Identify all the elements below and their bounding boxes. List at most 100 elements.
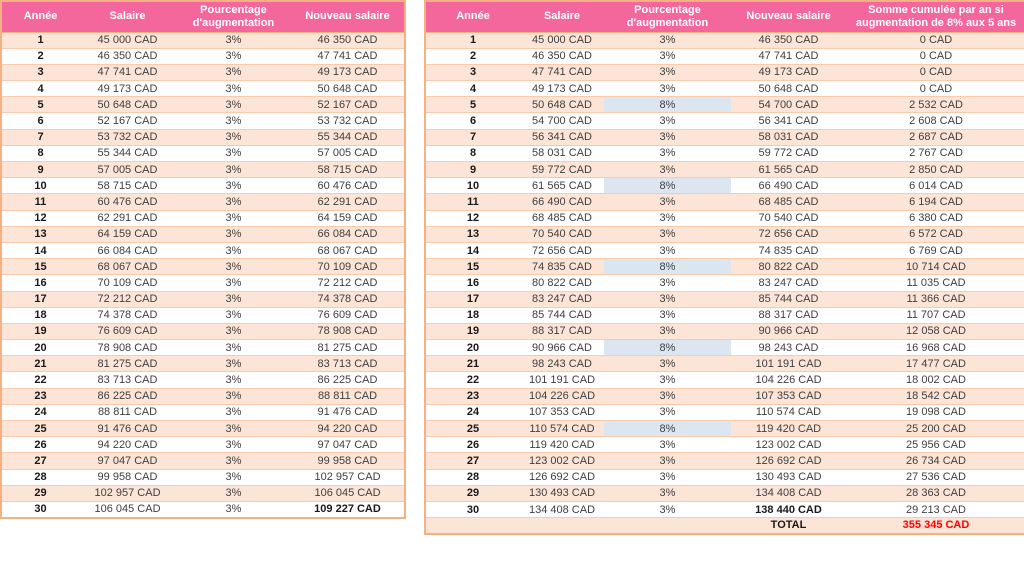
cell-salaire[interactable]: 49 173 CAD — [79, 80, 176, 97]
cell-annee[interactable]: 15 — [425, 258, 520, 275]
cell-salaire[interactable]: 102 957 CAD — [79, 484, 176, 502]
cell-pourcentage[interactable]: 3% — [604, 387, 731, 405]
cell-salaire[interactable]: 59 772 CAD — [520, 160, 604, 178]
cell-nouveau-salaire[interactable]: 81 275 CAD — [291, 339, 405, 356]
cell-nouveau-salaire[interactable]: 97 047 CAD — [291, 436, 405, 453]
cell-somme-cumulee[interactable]: 25 956 CAD — [846, 436, 1024, 453]
cell-annee[interactable]: 2 — [1, 47, 79, 65]
cell-salaire[interactable]: 123 002 CAD — [520, 452, 604, 470]
cell-pourcentage[interactable]: 3% — [604, 241, 731, 259]
cell-annee[interactable]: 8 — [1, 144, 79, 162]
cell-pourcentage[interactable]: 3% — [176, 355, 291, 372]
cell-salaire[interactable]: 50 648 CAD — [520, 96, 604, 113]
cell-nouveau-salaire[interactable]: 72 212 CAD — [291, 274, 405, 291]
cell-annee[interactable]: 12 — [1, 209, 79, 227]
cell-nouveau-salaire[interactable]: 49 173 CAD — [731, 63, 846, 81]
cell-somme-cumulee[interactable]: 6 572 CAD — [846, 225, 1024, 243]
cell-pourcentage[interactable]: 3% — [176, 80, 291, 97]
cell-salaire[interactable]: 45 000 CAD — [79, 32, 176, 49]
cell-annee[interactable]: 13 — [425, 225, 520, 243]
cell-nouveau-salaire[interactable]: 134 408 CAD — [731, 484, 846, 502]
cell-somme-cumulee[interactable]: 6 380 CAD — [846, 209, 1024, 227]
cell-annee[interactable]: 16 — [425, 274, 520, 291]
cell-pourcentage[interactable]: 3% — [604, 160, 731, 178]
cell-annee[interactable]: 25 — [1, 419, 79, 437]
cell-salaire[interactable]: 126 692 CAD — [520, 468, 604, 486]
cell-nouveau-salaire[interactable]: 86 225 CAD — [291, 371, 405, 389]
cell-pourcentage[interactable]: 3% — [604, 209, 731, 227]
cell-pourcentage[interactable]: 8% — [604, 419, 731, 437]
cell-annee[interactable]: 18 — [1, 306, 79, 324]
cell-pourcentage[interactable]: 3% — [176, 241, 291, 259]
cell-nouveau-salaire[interactable]: 74 835 CAD — [731, 241, 846, 259]
cell-nouveau-salaire[interactable]: 107 353 CAD — [731, 387, 846, 405]
cell-salaire[interactable]: 101 191 CAD — [520, 371, 604, 389]
cell-nouveau-salaire[interactable]: 59 772 CAD — [731, 144, 846, 162]
cell-salaire[interactable]: 94 220 CAD — [79, 436, 176, 453]
cell-pourcentage[interactable]: 3% — [176, 452, 291, 470]
cell-salaire[interactable]: 66 490 CAD — [520, 193, 604, 211]
cell-pourcentage[interactable]: 3% — [604, 403, 731, 421]
cell-somme-cumulee[interactable]: 0 CAD — [846, 63, 1024, 81]
cell-somme-cumulee[interactable]: 2 687 CAD — [846, 128, 1024, 146]
cell-annee[interactable]: 3 — [1, 63, 79, 81]
cell-salaire[interactable]: 98 243 CAD — [520, 355, 604, 372]
cell-annee[interactable]: 20 — [425, 339, 520, 356]
cell-salaire[interactable]: 88 811 CAD — [79, 403, 176, 421]
cell-pourcentage[interactable]: 3% — [176, 177, 291, 194]
cell-nouveau-salaire[interactable]: 130 493 CAD — [731, 468, 846, 486]
cell-annee[interactable]: 16 — [1, 274, 79, 291]
cell-pourcentage[interactable]: 3% — [176, 47, 291, 65]
cell-salaire[interactable]: 64 159 CAD — [79, 225, 176, 243]
cell-annee[interactable]: 26 — [1, 436, 79, 453]
cell-annee[interactable]: 29 — [1, 484, 79, 502]
cell-pourcentage[interactable]: 3% — [176, 112, 291, 130]
cell-salaire[interactable]: 74 378 CAD — [79, 306, 176, 324]
cell-annee[interactable]: 14 — [425, 241, 520, 259]
cell-salaire[interactable]: 52 167 CAD — [79, 112, 176, 130]
cell-pourcentage[interactable]: 3% — [604, 290, 731, 308]
cell-annee[interactable]: 4 — [425, 80, 520, 97]
cell-salaire[interactable]: 81 275 CAD — [79, 355, 176, 372]
cell-annee[interactable]: 26 — [425, 436, 520, 453]
cell-salaire[interactable]: 99 958 CAD — [79, 468, 176, 486]
cell-salaire[interactable]: 58 031 CAD — [520, 144, 604, 162]
cell-somme-cumulee[interactable]: 16 968 CAD — [846, 339, 1024, 356]
cell-pourcentage[interactable]: 3% — [604, 452, 731, 470]
cell-salaire[interactable]: 47 741 CAD — [79, 63, 176, 81]
cell-salaire[interactable]: 68 485 CAD — [520, 209, 604, 227]
cell-nouveau-salaire[interactable]: 47 741 CAD — [731, 47, 846, 65]
cell-salaire[interactable]: 47 741 CAD — [520, 63, 604, 81]
cell-nouveau-salaire[interactable]: 64 159 CAD — [291, 209, 405, 227]
cell-pourcentage[interactable]: 3% — [604, 322, 731, 340]
cell-nouveau-salaire[interactable]: 106 045 CAD — [291, 484, 405, 502]
cell-salaire[interactable]: 70 540 CAD — [520, 225, 604, 243]
cell-annee[interactable]: 11 — [1, 193, 79, 211]
cell-pourcentage[interactable]: 3% — [604, 355, 731, 372]
cell-nouveau-salaire[interactable]: 102 957 CAD — [291, 468, 405, 486]
cell-annee[interactable]: 29 — [425, 484, 520, 502]
cell-somme-cumulee[interactable]: 2 532 CAD — [846, 96, 1024, 113]
cell-salaire[interactable]: 86 225 CAD — [79, 387, 176, 405]
cell-annee[interactable]: 27 — [425, 452, 520, 470]
cell-nouveau-salaire[interactable]: 88 317 CAD — [731, 306, 846, 324]
cell-nouveau-salaire[interactable]: 104 226 CAD — [731, 371, 846, 389]
cell-annee[interactable]: 23 — [425, 387, 520, 405]
cell-pourcentage[interactable]: 3% — [604, 436, 731, 453]
cell-somme-cumulee[interactable]: 6 769 CAD — [846, 241, 1024, 259]
cell-salaire[interactable]: 119 420 CAD — [520, 436, 604, 453]
cell-pourcentage[interactable]: 3% — [176, 128, 291, 146]
cell-nouveau-salaire[interactable]: 85 744 CAD — [731, 290, 846, 308]
cell-annee[interactable]: 22 — [1, 371, 79, 389]
cell-annee[interactable]: 25 — [425, 419, 520, 437]
cell-salaire[interactable]: 46 350 CAD — [520, 47, 604, 65]
cell-salaire[interactable]: 106 045 CAD — [79, 500, 176, 518]
cell-somme-cumulee[interactable]: 2 850 CAD — [846, 160, 1024, 178]
cell-annee[interactable]: 7 — [425, 128, 520, 146]
cell-annee[interactable]: 9 — [425, 160, 520, 178]
cell-salaire[interactable]: 110 574 CAD — [520, 419, 604, 437]
cell-somme-cumulee[interactable]: 11 366 CAD — [846, 290, 1024, 308]
cell-nouveau-salaire[interactable]: 61 565 CAD — [731, 160, 846, 178]
cell-somme-cumulee[interactable]: 10 714 CAD — [846, 258, 1024, 275]
cell-salaire[interactable]: 80 822 CAD — [520, 274, 604, 291]
